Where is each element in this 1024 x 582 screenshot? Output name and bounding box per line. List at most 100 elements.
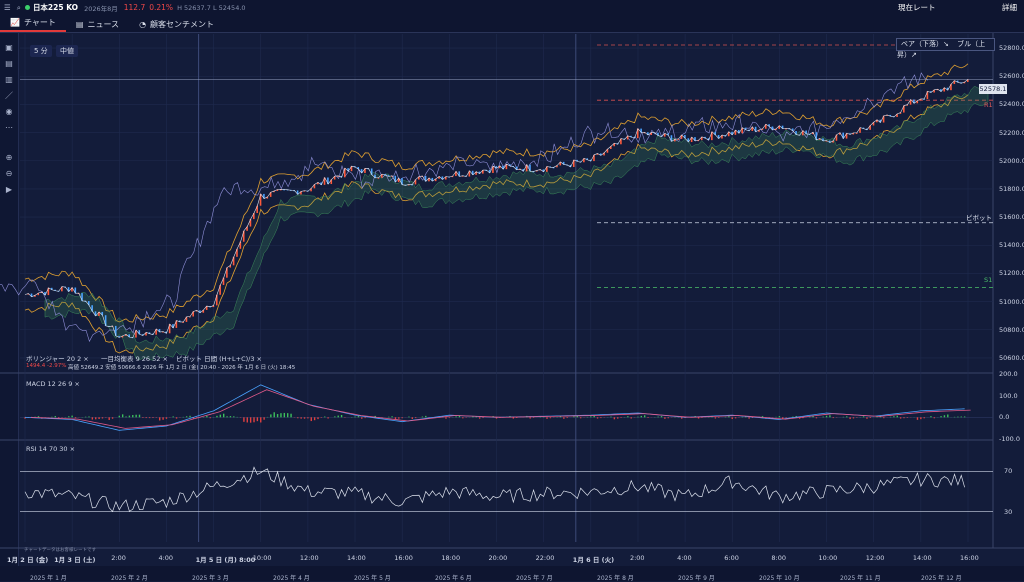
macd-histogram-bar (785, 417, 786, 418)
candle (610, 146, 612, 149)
indicator-legend-bb[interactable]: ボリンジャー 20 2 × (26, 353, 89, 363)
macd-histogram-bar (657, 417, 658, 418)
macd-histogram-bar (338, 416, 339, 418)
candle (580, 161, 582, 162)
tab-sentiment[interactable]: ◔顧客センチメント (129, 17, 224, 32)
candle (768, 124, 770, 126)
candle (317, 182, 319, 184)
macd-histogram-bar (476, 416, 477, 417)
macd-histogram-bar (614, 417, 615, 419)
time-tick-label: 10:00 (819, 554, 838, 562)
macd-histogram-bar (516, 417, 517, 418)
time-tick-label: 20:00 (489, 554, 508, 562)
macd-histogram-bar (358, 416, 359, 417)
macd-histogram-bar (826, 416, 827, 418)
macd-histogram-bar (573, 417, 574, 418)
macd-signal-line (31, 390, 971, 429)
search-icon[interactable]: ⌕ (17, 3, 21, 13)
chart-type-icon[interactable]: ▣ (4, 43, 14, 53)
candle (896, 114, 898, 117)
candle (196, 310, 198, 311)
rsi-legend[interactable]: RSI 14 70 30 × (26, 445, 75, 453)
macd-histogram-bar (75, 417, 76, 418)
macd-histogram-bar (408, 417, 409, 418)
macd-histogram-bar (732, 417, 733, 419)
tab-news-label: ニュース (87, 19, 119, 30)
detail-button[interactable]: 詳細 (1002, 2, 1017, 13)
candle (829, 141, 831, 143)
candle (61, 287, 63, 292)
candle (310, 188, 312, 191)
macd-histogram-bar (880, 416, 881, 418)
candle (661, 136, 663, 137)
macd-histogram-bar (327, 417, 328, 418)
bear-bull-toggle[interactable]: ベア（下落）↘ ブル（上昇）↗ (896, 38, 995, 51)
candle (600, 153, 602, 155)
candle (361, 169, 363, 173)
candle (421, 176, 423, 177)
candle (502, 166, 504, 169)
macd-histogram-bar (715, 417, 716, 418)
candle (533, 171, 535, 172)
macd-histogram-bar (620, 417, 621, 418)
eye-icon[interactable]: ◉ (4, 107, 14, 117)
tab-news[interactable]: ▤ニュース (66, 17, 129, 32)
candle (374, 175, 376, 178)
price-tick-label: 51400.0 (999, 241, 1024, 249)
timeframe-select[interactable]: 5 分 (30, 45, 52, 57)
zoom-in-icon[interactable]: ⊕ (4, 153, 14, 163)
candle (677, 139, 679, 140)
candle (943, 88, 945, 92)
indicator-legend-ichimoku[interactable]: 一目均衡表 9 26 52 × (101, 353, 168, 363)
candle (378, 178, 380, 179)
candle (620, 139, 622, 145)
zoom-out-icon[interactable]: ⊖ (4, 169, 14, 179)
macd-histogram-bar (311, 417, 312, 421)
candle (411, 184, 413, 185)
pen-icon[interactable]: ／ (4, 91, 14, 101)
current-rate-button[interactable]: 現在レート (898, 2, 936, 13)
macd-histogram-bar (28, 417, 29, 418)
candle (330, 180, 332, 184)
macd-histogram-bar (792, 417, 793, 418)
macd-histogram-bar (300, 417, 301, 418)
more-icon[interactable]: ⋯ (4, 123, 14, 133)
candle (479, 172, 481, 174)
menu-icon[interactable]: ☰ (4, 3, 11, 12)
candle (785, 128, 787, 129)
macd-histogram-bar (637, 417, 638, 418)
template-icon[interactable]: ▤ (4, 59, 14, 69)
candle (687, 138, 689, 142)
macd-histogram-bar (71, 416, 72, 418)
candle (886, 115, 888, 116)
bear-button[interactable]: ベア（下落）↘ (901, 40, 949, 48)
macd-histogram-bar (964, 416, 965, 417)
time-tick-label: 14:00 (913, 554, 932, 562)
macd-histogram-bar (593, 416, 594, 418)
macd-histogram-bar (513, 417, 514, 418)
macd-histogram-bar (462, 417, 463, 418)
high-low: H 52637.7 L 52454.0 (177, 4, 245, 12)
macd-histogram-bar (796, 416, 797, 417)
candle (947, 88, 949, 91)
candle (475, 172, 477, 175)
candle (529, 165, 531, 172)
macd-histogram-bar (412, 417, 413, 419)
tab-chart[interactable]: 📈チャート (0, 15, 66, 32)
play-icon[interactable]: ▶ (4, 185, 14, 195)
candle (893, 116, 895, 117)
indicator-icon[interactable]: ▥ (4, 75, 14, 85)
pivot-r1-label: R1 (984, 101, 993, 109)
indicator-legend-pivot[interactable]: ピボット 日間 (H+L+C)/3 × (176, 353, 262, 363)
price-mode-select[interactable]: 中値 (56, 45, 78, 57)
macd-histogram-bar (752, 417, 753, 418)
macd-histogram-bar (890, 417, 891, 418)
candle (260, 194, 262, 206)
candle (290, 190, 292, 191)
macd-legend[interactable]: MACD 12 26 9 × (26, 380, 80, 388)
pivot-s1-label: S1 (984, 276, 992, 284)
candle (859, 128, 861, 133)
candle (105, 315, 107, 326)
macd-histogram-bar (833, 417, 834, 418)
